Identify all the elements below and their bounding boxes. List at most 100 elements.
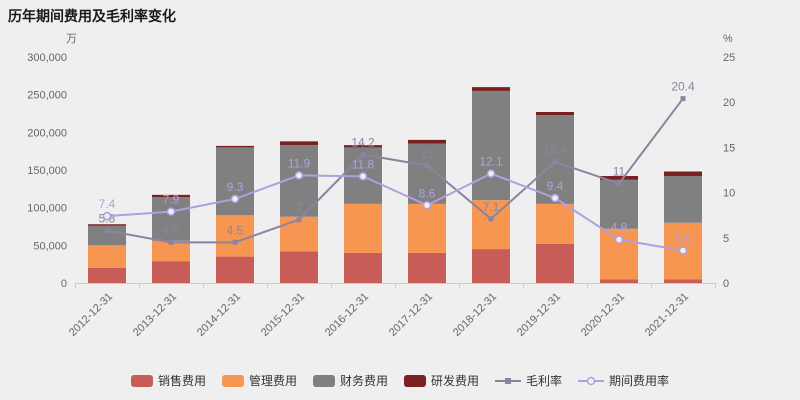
legend-label: 研发费用 bbox=[431, 374, 480, 388]
bar-segment[interactable] bbox=[280, 251, 318, 283]
legend-swatch bbox=[130, 374, 153, 387]
line-point-marker[interactable] bbox=[358, 172, 368, 181]
bar-segment[interactable] bbox=[664, 171, 702, 177]
y-left-tick-label: 250,000 bbox=[27, 90, 67, 102]
line-point-marker[interactable] bbox=[680, 96, 686, 102]
point-value-label: 7.9 bbox=[163, 193, 180, 207]
line-point-marker[interactable] bbox=[550, 193, 560, 203]
point-value-label: 4.5 bbox=[227, 223, 244, 237]
line-path[interactable] bbox=[106, 172, 684, 252]
bar-segment[interactable] bbox=[88, 224, 126, 226]
bar-segment[interactable] bbox=[280, 216, 318, 252]
bar-segment[interactable] bbox=[472, 249, 510, 283]
point-value-label: 12.1 bbox=[479, 155, 503, 169]
line-point-marker[interactable] bbox=[102, 211, 112, 221]
y-right-tick-label: 15 bbox=[723, 142, 735, 154]
bar-segment[interactable] bbox=[600, 279, 638, 283]
bar-segment[interactable] bbox=[408, 252, 446, 283]
point-value-label: 11.8 bbox=[352, 157, 375, 171]
bar-segment[interactable] bbox=[536, 243, 574, 283]
line-point-marker[interactable] bbox=[614, 235, 624, 244]
y-right-tick-label: 10 bbox=[723, 188, 735, 200]
legend-label: 财务费用 bbox=[339, 374, 388, 388]
point-value-label: 13.4 bbox=[543, 143, 567, 157]
bar-series-0 bbox=[88, 243, 702, 283]
legend-item-1[interactable]: 管理费用 bbox=[221, 372, 297, 389]
line-point-marker[interactable] bbox=[486, 169, 496, 178]
bar-segment[interactable] bbox=[664, 279, 702, 283]
x-axis-category-label: 2018-12-31 bbox=[451, 291, 499, 339]
bar-segment[interactable] bbox=[152, 261, 190, 283]
line-point-marker[interactable] bbox=[230, 194, 240, 204]
line-point-marker[interactable] bbox=[168, 239, 174, 245]
line-point-marker[interactable] bbox=[360, 152, 366, 158]
bar-segment[interactable] bbox=[88, 267, 126, 283]
line-point-marker[interactable] bbox=[104, 228, 110, 234]
legend-item-4[interactable]: 毛利率 bbox=[495, 372, 562, 389]
point-value-label: 7 bbox=[296, 201, 303, 215]
legend-line-square-icon bbox=[495, 377, 522, 384]
y-right-tick-label: 25 bbox=[723, 52, 735, 64]
point-value-label: 20.4 bbox=[671, 80, 695, 94]
bar-segment[interactable] bbox=[472, 90, 510, 201]
bar-segment[interactable] bbox=[664, 176, 702, 223]
legend-swatch bbox=[312, 374, 335, 387]
line-path[interactable] bbox=[106, 97, 684, 244]
bar-segment[interactable] bbox=[344, 203, 382, 253]
legend-item-0[interactable]: 销售费用 bbox=[130, 372, 206, 389]
bar-segment[interactable] bbox=[408, 203, 446, 253]
bar-segment[interactable] bbox=[344, 252, 382, 283]
line-point-marker[interactable] bbox=[616, 181, 622, 187]
line-point-marker[interactable] bbox=[296, 217, 302, 223]
line-point-marker[interactable] bbox=[552, 159, 558, 165]
x-axis-category-label: 2014-12-31 bbox=[195, 291, 243, 339]
legend-label: 管理费用 bbox=[248, 374, 297, 388]
y-left-tick-label: 300,000 bbox=[27, 52, 67, 64]
bar-segment[interactable] bbox=[536, 203, 574, 244]
bar-segment[interactable] bbox=[344, 145, 382, 148]
x-axis-category-label: 2015-12-31 bbox=[259, 291, 307, 339]
bar-segment[interactable] bbox=[88, 245, 126, 268]
bar-segment[interactable] bbox=[472, 87, 510, 91]
line-point-marker[interactable] bbox=[422, 201, 432, 210]
legend: 销售费用 管理费用 财务费用 研发费用 毛利率 期间费用率 bbox=[0, 372, 800, 389]
y-left-tick-label: 150,000 bbox=[27, 165, 67, 177]
legend-swatch bbox=[404, 374, 426, 387]
line-point-marker[interactable] bbox=[678, 246, 688, 255]
y-left-tick-label: 100,000 bbox=[27, 203, 67, 215]
bar-segment[interactable] bbox=[152, 197, 190, 241]
bar-segment[interactable] bbox=[88, 225, 126, 246]
bar-series-group bbox=[88, 87, 702, 283]
legend-item-3[interactable]: 研发费用 bbox=[404, 372, 479, 389]
y-right-unit-label: % bbox=[723, 33, 733, 45]
bar-segment[interactable] bbox=[600, 179, 638, 229]
legend-item-2[interactable]: 财务费用 bbox=[312, 372, 388, 389]
point-value-label: 9.3 bbox=[227, 180, 244, 194]
bar-segment[interactable] bbox=[152, 240, 190, 262]
point-value-label: 7.1 bbox=[483, 200, 500, 214]
bar-segment[interactable] bbox=[408, 143, 446, 204]
bar-segment[interactable] bbox=[600, 176, 638, 180]
bar-segment[interactable] bbox=[216, 147, 254, 216]
chart-title: 历年期间费用及毛利率变化 bbox=[8, 8, 176, 24]
bar-segment[interactable] bbox=[280, 141, 318, 146]
bar-segment[interactable] bbox=[216, 256, 254, 283]
x-axis-category-label: 2021-12-31 bbox=[643, 291, 691, 339]
legend-swatch bbox=[221, 374, 244, 387]
bar-segment[interactable] bbox=[216, 145, 254, 148]
bar-segment[interactable] bbox=[536, 111, 574, 116]
point-value-label: 14.2 bbox=[351, 136, 375, 150]
line-point-marker[interactable] bbox=[294, 171, 304, 180]
line-point-marker[interactable] bbox=[232, 239, 238, 245]
bar-segment[interactable] bbox=[216, 215, 254, 257]
bar-segment[interactable] bbox=[152, 194, 190, 198]
legend-label: 销售费用 bbox=[157, 374, 206, 388]
y-left-tick-label: 0 bbox=[61, 278, 67, 290]
bar-segment[interactable] bbox=[408, 139, 446, 144]
legend-item-5[interactable]: 期间费用率 bbox=[578, 372, 669, 389]
line-point-marker[interactable] bbox=[424, 162, 430, 168]
line-point-marker[interactable] bbox=[488, 216, 494, 222]
bar-series-1 bbox=[88, 200, 702, 280]
point-value-label: 4.8 bbox=[611, 221, 628, 235]
line-point-marker[interactable] bbox=[166, 207, 176, 216]
